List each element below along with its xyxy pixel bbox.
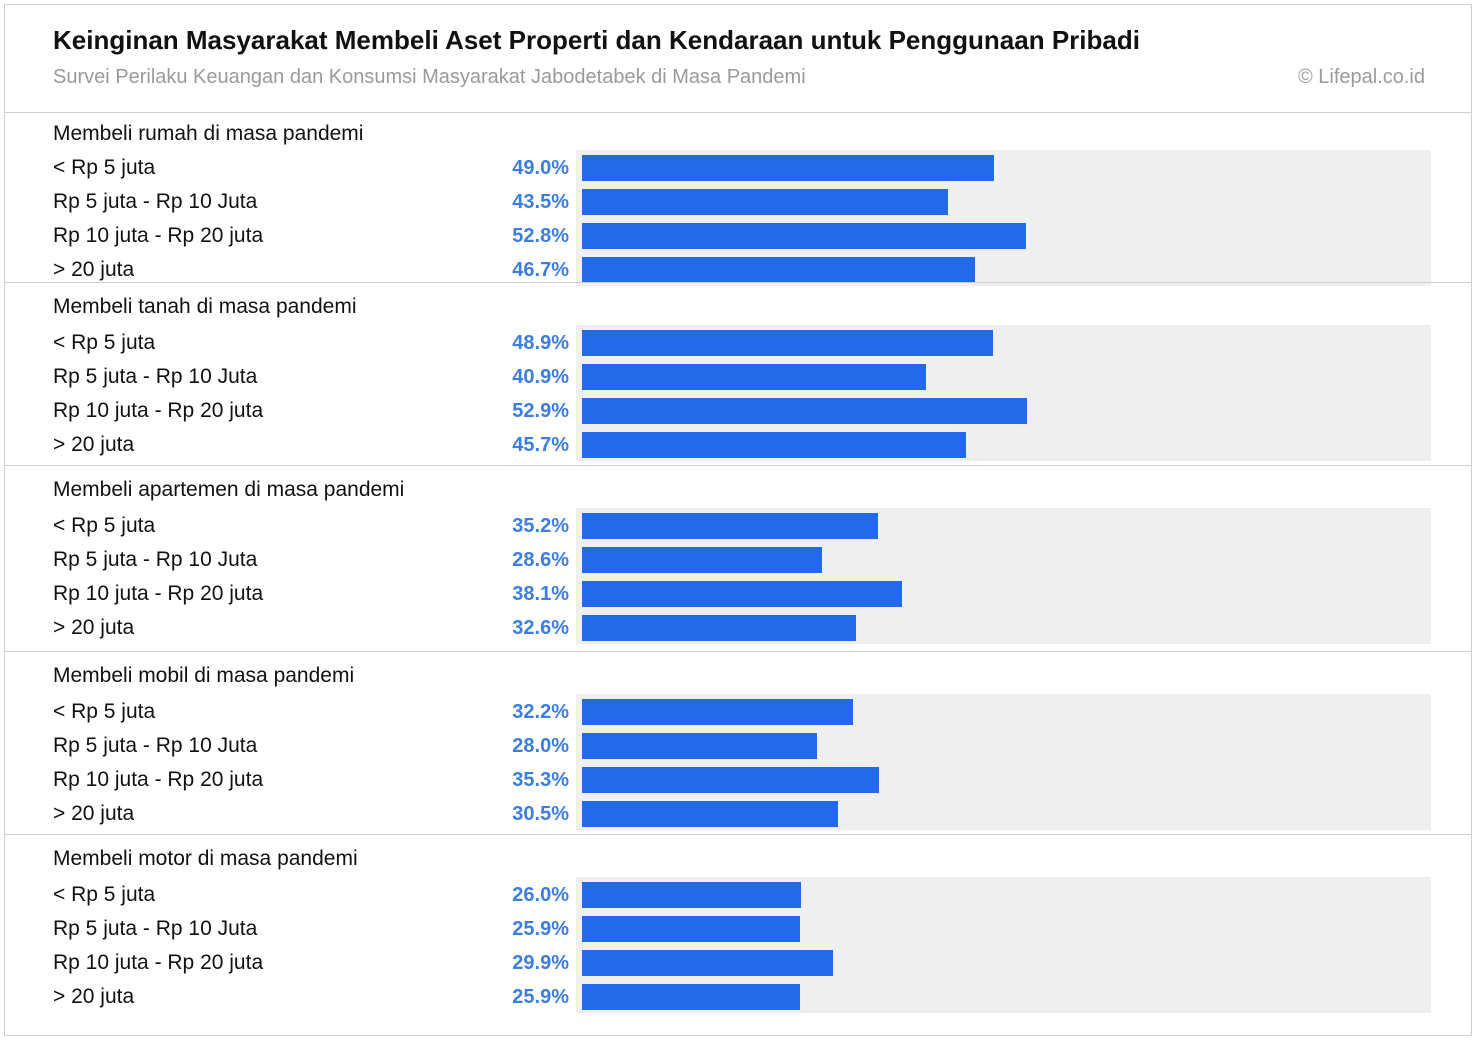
bar (582, 432, 966, 458)
category-label: > 20 juta (53, 985, 135, 1008)
category-label: Rp 5 juta - Rp 10 Juta (53, 190, 258, 213)
bar (582, 547, 822, 573)
group-divider (5, 465, 1471, 466)
group-title: Membeli rumah di masa pandemi (53, 122, 364, 145)
group-divider (5, 651, 1471, 652)
bar (582, 767, 879, 793)
chart-group: Membeli motor di masa pandemi < Rp 5 juta… (5, 835, 1471, 1013)
category-label: Rp 5 juta - Rp 10 Juta (53, 365, 258, 388)
data-label: 46.7% (512, 259, 569, 281)
chart-group: Membeli rumah di masa pandemi < Rp 5 juta… (5, 113, 1471, 286)
bar (582, 189, 948, 215)
data-label: 30.5% (512, 803, 569, 825)
group-divider (5, 834, 1471, 835)
data-label: 43.5% (512, 191, 569, 213)
data-label: 38.1% (512, 583, 569, 605)
category-label: Rp 10 juta - Rp 20 juta (53, 224, 264, 247)
category-label: > 20 juta (53, 433, 135, 456)
bar (582, 364, 926, 390)
data-label: 28.0% (512, 735, 569, 757)
data-label: 32.6% (512, 617, 569, 639)
category-label: Rp 10 juta - Rp 20 juta (53, 582, 264, 605)
data-label: 25.9% (512, 986, 569, 1008)
bar (582, 257, 975, 283)
category-label: Rp 10 juta - Rp 20 juta (53, 399, 264, 422)
data-label: 35.3% (512, 769, 569, 791)
category-label: > 20 juta (53, 616, 135, 639)
bar (582, 916, 800, 942)
chart-group: Membeli apartemen di masa pandemi < Rp 5 … (5, 466, 1471, 652)
category-label: Rp 5 juta - Rp 10 Juta (53, 734, 258, 757)
category-label: < Rp 5 juta (53, 156, 156, 179)
data-label: 49.0% (512, 157, 569, 179)
group-title: Membeli tanah di masa pandemi (53, 295, 357, 318)
bar (582, 581, 902, 607)
bar (582, 615, 856, 641)
category-label: < Rp 5 juta (53, 700, 156, 723)
bar (582, 801, 838, 827)
group-title: Membeli motor di masa pandemi (53, 847, 358, 870)
bar (582, 513, 878, 539)
bar (582, 984, 800, 1010)
bar (582, 223, 1026, 249)
data-label: 35.2% (512, 515, 569, 537)
bar (582, 882, 801, 908)
bar (582, 733, 817, 759)
category-label: < Rp 5 juta (53, 883, 156, 906)
category-label: > 20 juta (53, 258, 135, 281)
category-label: Rp 10 juta - Rp 20 juta (53, 951, 264, 974)
category-label: > 20 juta (53, 802, 135, 825)
group-title: Membeli mobil di masa pandemi (53, 664, 355, 687)
data-label: 26.0% (512, 884, 569, 906)
data-label: 32.2% (512, 701, 569, 723)
bar (582, 398, 1027, 424)
data-label: 52.8% (512, 225, 569, 247)
category-label: < Rp 5 juta (53, 331, 156, 354)
category-label: < Rp 5 juta (53, 514, 156, 537)
bar (582, 699, 853, 725)
chart-subtitle: Survei Perilaku Keuangan dan Konsumsi Ma… (53, 66, 806, 88)
data-label: 40.9% (512, 366, 569, 388)
chart-credit: © Lifepal.co.id (1297, 66, 1425, 88)
chart-frame: Keinginan Masyarakat Membeli Aset Proper… (4, 4, 1472, 1036)
chart-title: Keinginan Masyarakat Membeli Aset Proper… (53, 25, 1140, 55)
chart-header: Keinginan Masyarakat Membeli Aset Proper… (5, 5, 1471, 113)
bar (582, 155, 994, 181)
category-label: Rp 10 juta - Rp 20 juta (53, 768, 264, 791)
bar (582, 950, 833, 976)
data-label: 52.9% (512, 400, 569, 422)
data-label: 28.6% (512, 549, 569, 571)
chart-group: Membeli tanah di masa pandemi < Rp 5 juta… (5, 283, 1471, 466)
data-label: 45.7% (512, 434, 569, 456)
data-label: 48.9% (512, 332, 569, 354)
data-label: 25.9% (512, 918, 569, 940)
chart-group: Membeli mobil di masa pandemi < Rp 5 juta… (5, 652, 1471, 835)
bar (582, 330, 993, 356)
data-label: 29.9% (512, 952, 569, 974)
group-divider (5, 282, 1471, 283)
category-label: Rp 5 juta - Rp 10 Juta (53, 917, 258, 940)
category-label: Rp 5 juta - Rp 10 Juta (53, 548, 258, 571)
group-title: Membeli apartemen di masa pandemi (53, 478, 405, 501)
header-divider (5, 112, 1471, 113)
